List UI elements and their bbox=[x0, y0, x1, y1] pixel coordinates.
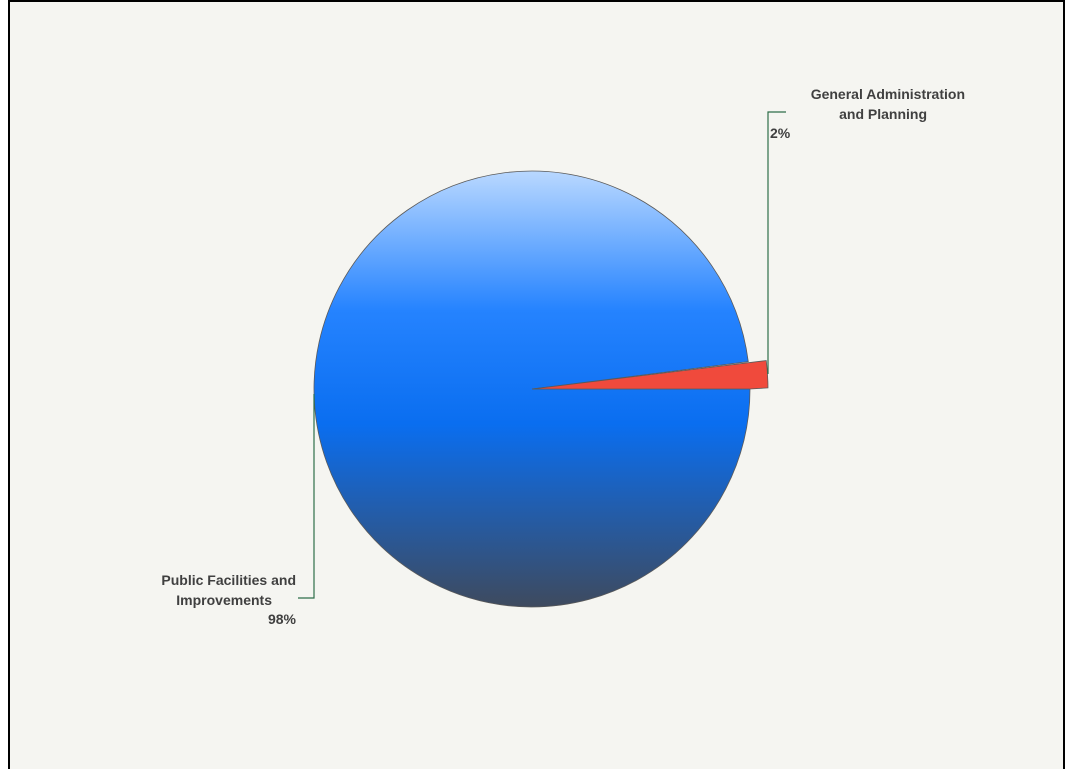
slices-layer bbox=[313, 170, 769, 608]
chart-area: General Administration and Planning 2% Publ… bbox=[8, 0, 1065, 769]
leader-line-public-facilities bbox=[298, 394, 315, 599]
label-public-facilities-line-2: Improvements bbox=[176, 592, 272, 608]
pie-chart: General Administration and Planning 2% Publ… bbox=[161, 86, 965, 627]
label-general-administration-percent: 2% bbox=[770, 125, 791, 141]
leader-lines-layer bbox=[298, 111, 786, 599]
label-public-facilities-percent: 98% bbox=[268, 611, 297, 627]
pie-slice-general-administration bbox=[531, 360, 769, 390]
label-general-administration-line-2: and Planning bbox=[839, 106, 927, 122]
labels-layer: General Administration and Planning 2% Publ… bbox=[161, 86, 965, 627]
label-general-administration-line-1: General Administration bbox=[811, 86, 965, 102]
label-public-facilities-line-1: Public Facilities and bbox=[161, 572, 296, 588]
leader-line-general-administration bbox=[767, 111, 786, 374]
